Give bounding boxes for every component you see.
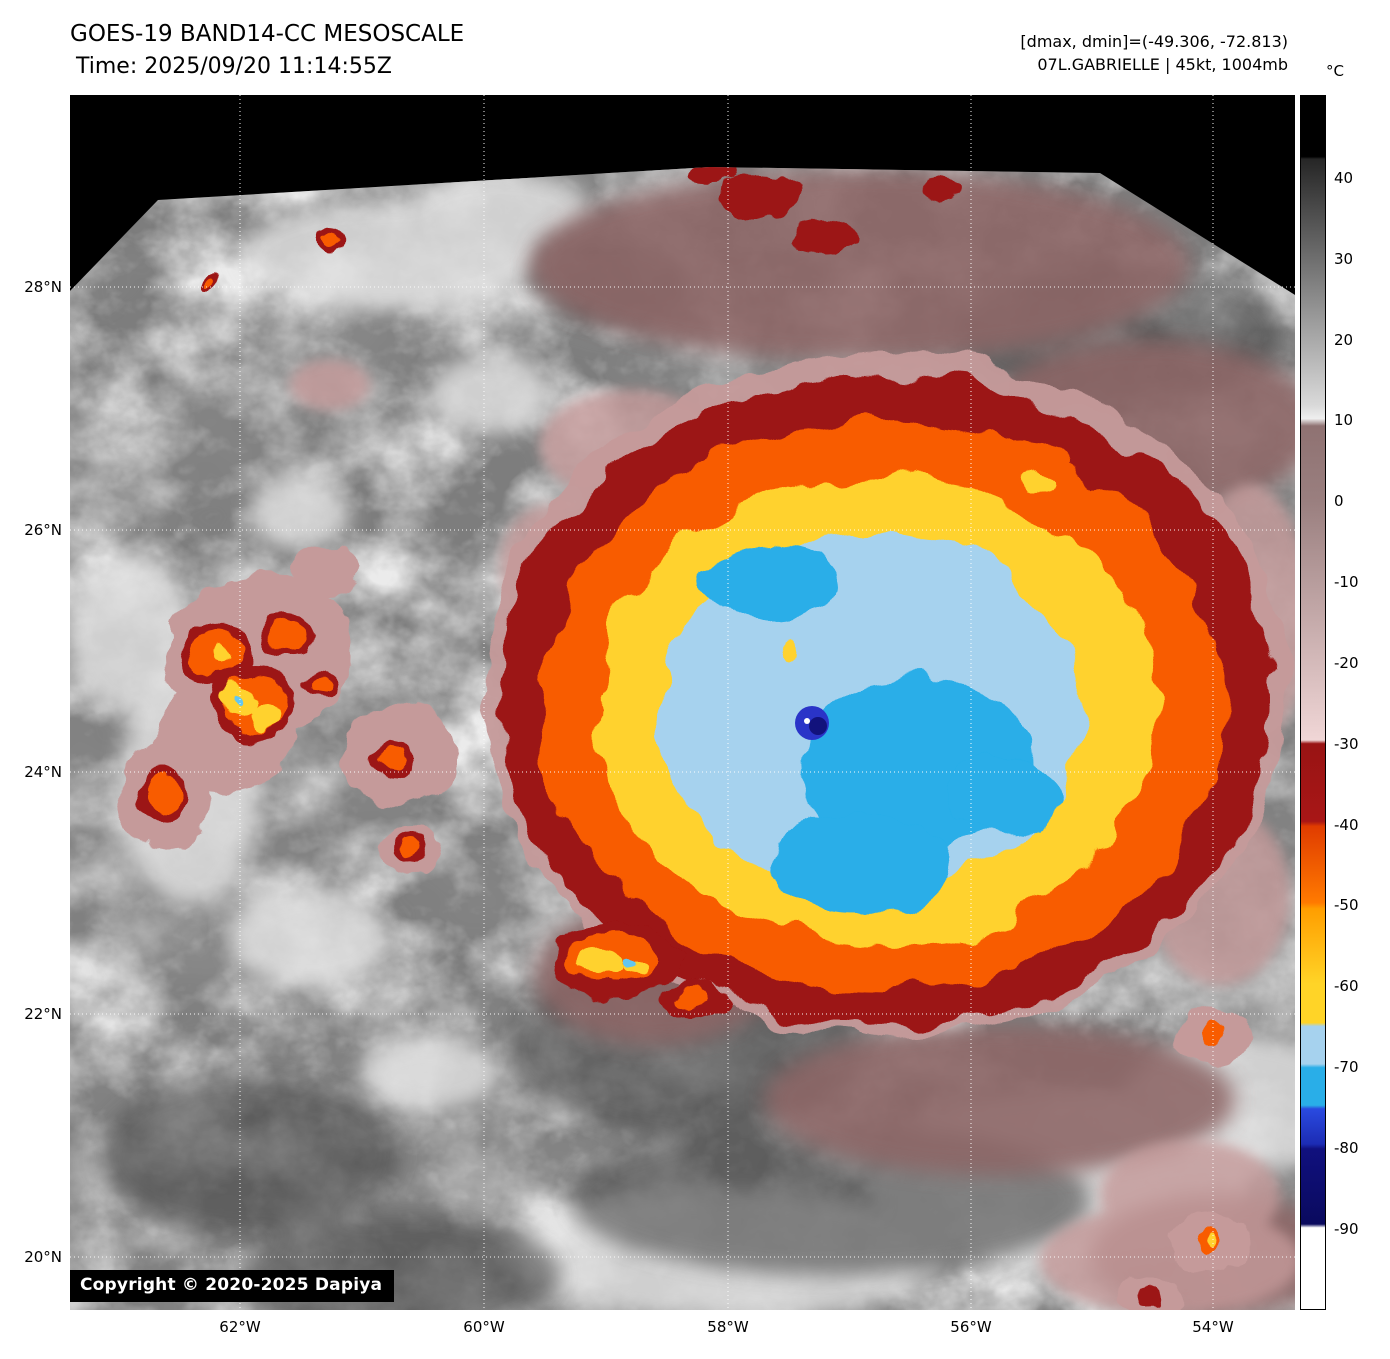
colorbar-unit-label: °C — [1326, 62, 1344, 80]
cb-tick-40: 40 — [1334, 169, 1354, 187]
cb-tick-20: 20 — [1334, 331, 1354, 349]
south-convective-cells — [550, 922, 727, 1018]
lon-tick-58w: 58°W — [707, 1318, 749, 1336]
copyright-watermark: Copyright © 2020-2025 Dapiya — [70, 1270, 395, 1302]
cb-tick-n30: -30 — [1334, 735, 1359, 753]
satellite-map: Copyright © 2020-2025 Dapiya — [70, 95, 1295, 1310]
north-red-patches — [685, 167, 958, 251]
lat-tick-24n: 24°N — [24, 763, 62, 781]
cb-tick-0: 0 — [1334, 492, 1344, 510]
cb-tick-n70: -70 — [1334, 1058, 1359, 1076]
lat-tick-28n: 28°N — [24, 278, 62, 296]
cb-tick-n20: -20 — [1334, 654, 1359, 672]
header-right-block: [dmax, dmin]=(-49.306, -72.813) 07L.GABR… — [1020, 30, 1288, 76]
west-convection-cluster — [120, 542, 460, 875]
graticule-gridlines — [70, 95, 1295, 1310]
cb-tick-n60: -60 — [1334, 977, 1359, 995]
cb-tick-n10: -10 — [1334, 573, 1359, 591]
imagery-swath — [70, 167, 1295, 1310]
cb-tick-n80: -80 — [1334, 1139, 1359, 1157]
storm-info-label: 07L.GABRIELLE | 45kt, 1004mb — [1037, 55, 1288, 74]
cb-tick-n50: -50 — [1334, 896, 1359, 914]
lat-tick-22n: 22°N — [24, 1005, 62, 1023]
lon-tick-54w: 54°W — [1192, 1318, 1234, 1336]
temperature-colorbar — [1300, 95, 1326, 1310]
cb-tick-10: 10 — [1334, 411, 1354, 429]
timestamp-label: Time: 2025/09/20 11:14:55Z — [76, 54, 392, 79]
northwest-spots — [201, 229, 345, 292]
cb-tick-n40: -40 — [1334, 816, 1359, 834]
lat-tick-20n: 20°N — [24, 1248, 62, 1266]
cold-core-pixels — [795, 706, 829, 740]
satellite-imagery — [70, 95, 1295, 1310]
dmax-dmin-label: [dmax, dmin]=(-49.306, -72.813) — [1020, 32, 1288, 51]
southeast-spots — [1118, 1007, 1253, 1310]
page-title: GOES-19 BAND14-CC MESOSCALE — [70, 21, 465, 47]
cb-tick-30: 30 — [1334, 250, 1354, 268]
lon-tick-56w: 56°W — [950, 1318, 992, 1336]
lat-tick-26n: 26°N — [24, 521, 62, 539]
lon-tick-60w: 60°W — [463, 1318, 505, 1336]
lon-tick-62w: 62°W — [219, 1318, 261, 1336]
hurricane-cdo — [483, 351, 1287, 1035]
cb-tick-n90: -90 — [1334, 1220, 1359, 1238]
